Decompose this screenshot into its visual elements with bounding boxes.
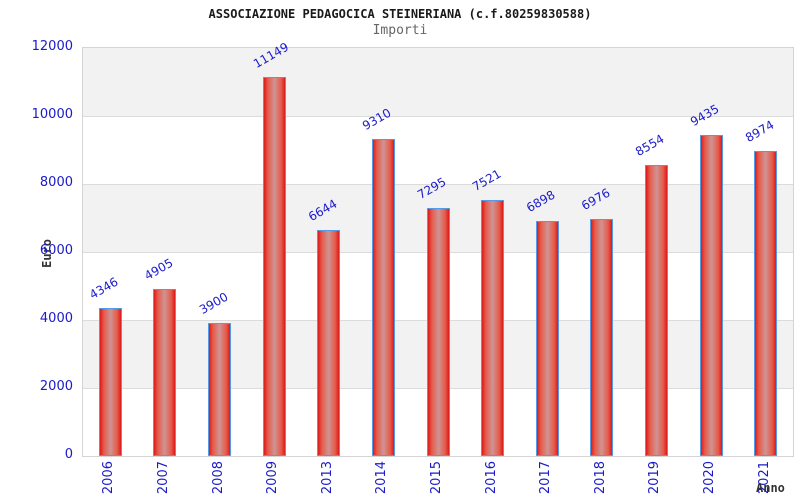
bar-value-label: 6976 [578, 185, 613, 213]
bar-value-label: 6898 [524, 187, 558, 215]
bar-value-label: 3900 [196, 289, 230, 317]
bar-2013 [317, 230, 341, 456]
x-tick-label-2006: 2006 [101, 461, 117, 495]
bar-2008 [208, 323, 232, 456]
y-tick-label: 6000 [39, 243, 73, 258]
gridline [83, 116, 793, 117]
x-tick-label-2013: 2013 [319, 461, 335, 495]
y-tick-label: 0 [64, 447, 73, 462]
plot-area: 4346 4905 3900 11149 6644 9310 7295 7521 6898 697… [82, 40, 794, 457]
x-tick-label-2007: 2007 [155, 461, 171, 495]
y-tick-label: 12000 [31, 39, 73, 54]
y-tick-label: 8000 [39, 175, 73, 190]
chart-subtitle: Importi [372, 23, 428, 38]
bar-value-label: 7295 [415, 174, 449, 202]
x-axis-tick-labels: 2006 2007 2008 2009 2013 2014 2015 2016 2017 2018… [82, 461, 792, 500]
bar-2021 [754, 151, 778, 456]
bar-2009 [262, 77, 286, 456]
x-tick-label-2014: 2014 [374, 461, 390, 495]
bar-value-label: 7521 [469, 166, 504, 194]
bar-2017 [535, 221, 559, 456]
bar-2014 [371, 139, 395, 456]
x-tick-label-2019: 2019 [647, 461, 663, 495]
bar-2006 [98, 308, 122, 456]
y-tick-label: 10000 [31, 107, 73, 122]
x-tick-label-2016: 2016 [483, 461, 499, 495]
chart-title: ASSOCIAZIONE PEDAGOCICA STEINERIANA (c.f… [208, 7, 592, 21]
bar-2018 [590, 219, 614, 456]
bar-2016 [481, 200, 505, 456]
bar-value-label: 6644 [305, 196, 340, 224]
bar-2019 [644, 165, 668, 456]
bar-value-label: 8554 [633, 131, 667, 159]
y-axis-tick-labels: 0 2000 4000 6000 8000 10000 12000 [0, 39, 77, 462]
x-tick-label-2020: 2020 [702, 461, 718, 495]
bar-value-label: 4346 [87, 274, 121, 302]
y-tick-label: 4000 [39, 311, 73, 326]
gridline [83, 184, 793, 185]
x-axis-title: Anno [756, 481, 785, 495]
bar-2007 [153, 289, 177, 456]
bar-2020 [699, 135, 723, 456]
bar-2015 [426, 208, 450, 456]
bar-value-label: 9435 [688, 101, 722, 129]
x-tick-label-2018: 2018 [592, 461, 608, 495]
x-tick-label-2008: 2008 [210, 461, 226, 495]
bar-value-label: 4905 [141, 255, 176, 283]
bar-value-label: 8974 [742, 117, 777, 145]
x-tick-label-2009: 2009 [265, 461, 281, 495]
y-tick-label: 2000 [39, 379, 73, 394]
bar-value-label: 9310 [360, 105, 394, 133]
bar-value-label: 11149 [251, 39, 292, 71]
x-tick-label-2017: 2017 [538, 461, 554, 495]
x-tick-label-2015: 2015 [429, 461, 444, 495]
